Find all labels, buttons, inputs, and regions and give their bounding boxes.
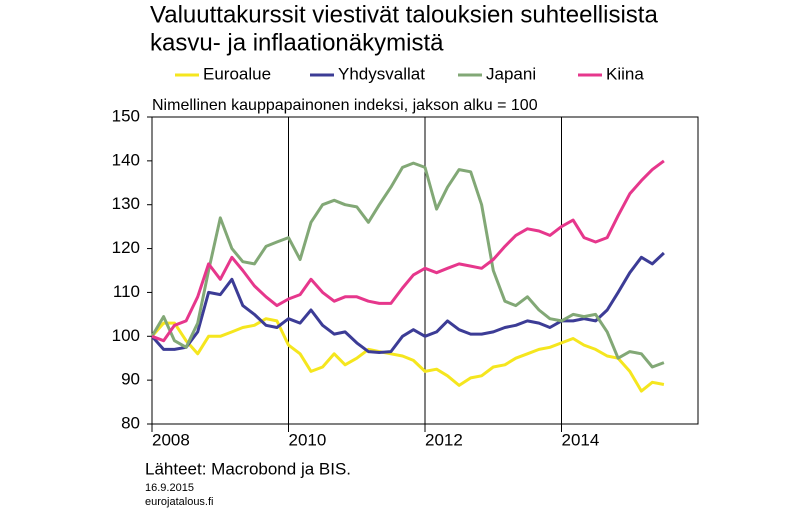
legend-label: Kiina	[606, 64, 644, 83]
series-line	[150, 251, 665, 354]
x-tick-label: 2010	[289, 430, 327, 449]
subtitle: Nimellinen kauppapainonen indeksi, jakso…	[152, 97, 538, 114]
chart-title: kasvu- ja inflaationäkymistä	[150, 29, 444, 56]
series-line	[151, 159, 665, 343]
legend-label: Japani	[486, 64, 536, 83]
y-tick-label: 80	[121, 413, 140, 432]
date: 16.9.2015	[145, 482, 194, 494]
y-tick-label: 90	[121, 370, 140, 389]
x-tick-label: 2012	[425, 430, 463, 449]
series-line	[150, 317, 665, 393]
source: Lähteet: Macrobond ja BIS.	[145, 459, 351, 478]
y-tick-label: 130	[112, 194, 140, 213]
y-tick-label: 100	[112, 326, 140, 345]
x-tick-label: 2014	[562, 430, 600, 449]
y-tick-label: 140	[112, 150, 140, 169]
chart-title: Valuuttakurssit viestivät talouksien suh…	[150, 1, 658, 28]
site: eurojatalous.fi	[145, 496, 214, 508]
legend-label: Euroalue	[203, 64, 271, 83]
legend-label: Yhdysvallat	[338, 64, 425, 83]
y-tick-label: 150	[112, 106, 140, 125]
y-tick-label: 120	[112, 238, 140, 257]
series-line	[150, 161, 665, 369]
y-tick-label: 110	[113, 282, 140, 301]
x-tick-label: 2008	[152, 430, 190, 449]
